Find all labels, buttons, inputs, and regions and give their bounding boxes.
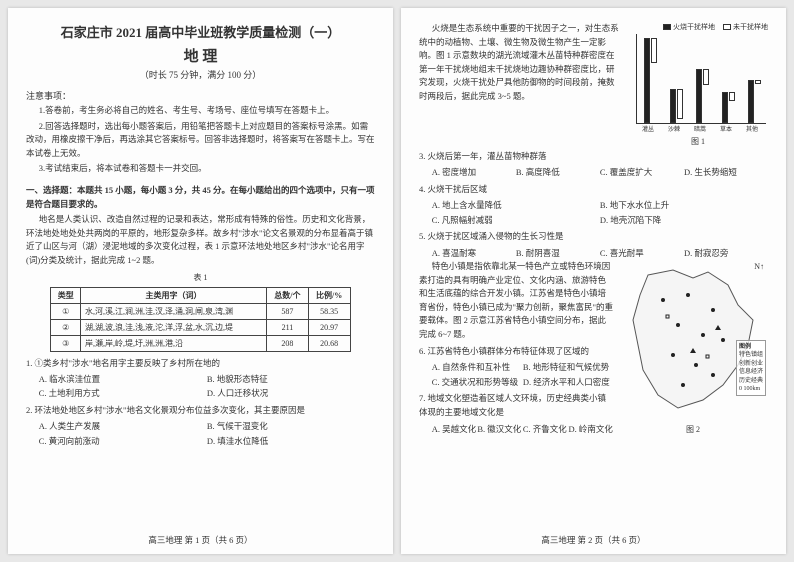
subject-title: 地 理 <box>26 45 375 66</box>
q7-options: A. 吴越文化 B. 徽汉文化 C. 齐鲁文化 D. 岭南文化 <box>419 422 614 436</box>
q1-opt-d: D. 人口迁移状况 <box>207 386 375 400</box>
page-1: 石家庄市 2021 届高中毕业班教学质量检测（一） 地 理 （时长 75 分钟，… <box>8 8 393 554</box>
q1-stem: 1. ①类乡村"涉水"地名用字主要反映了乡村所在地的 <box>26 356 375 370</box>
q6-opt-a: A. 自然条件和互补性 <box>432 360 523 374</box>
q2-options: A. 人类生产发展 B. 气候干湿变化 C. 黄河向前涨动 D. 填洼水位降低 <box>26 419 375 448</box>
q5-opt-a: A. 喜温耐寒 <box>432 246 516 260</box>
q6-opt-d: D. 经济水平和人口密度 <box>523 375 614 389</box>
q4-opt-b: B. 地下水水位上升 <box>600 198 768 212</box>
notice-item-2: 2.回答选择题时，选出每小题答案后，用铅笔把答题卡上对应题目的答案标号涂黑。如需… <box>26 120 375 161</box>
notice-head: 注意事项： <box>26 89 375 102</box>
q4-opt-c: C. 凡照幅射减弱 <box>432 213 600 227</box>
q1-opt-b: B. 地貌形态特征 <box>207 372 375 386</box>
legend-fire-label: 火烧干扰样地 <box>673 22 715 32</box>
table-1: 类型 主类用字（词） 总数/个 比例/% ① 水,河,溪,江,涧,洲,洼,汊,泽… <box>50 287 350 352</box>
q3-stem: 3. 火烧后第一年，灌丛苗物种群落 <box>419 149 768 163</box>
map-legend: 图例 特色镇组 创新创业 信息经济 历史经典 0 100km <box>736 340 766 396</box>
q5-opt-d: D. 耐寂忍旁 <box>684 246 768 260</box>
q5-opt-c: C. 喜光耐旱 <box>600 246 684 260</box>
section1-head: 一、选择题：本题共 15 小题，每小题 3 分，共 45 分。在每小题给出的四个… <box>26 184 375 211</box>
map-legend-3: 信息经济 <box>739 368 763 376</box>
th-pct: 比例/% <box>308 287 350 303</box>
chart-legend: 火烧干扰样地 未干扰样地 <box>628 22 768 32</box>
map-legend-1: 特色镇组 <box>739 351 763 359</box>
timing-info: （时长 75 分钟，满分 100 分） <box>26 68 375 81</box>
map-legend-4: 历史经典 <box>739 377 763 385</box>
table-row: ② 湖,湖,波,浪,洼,浅,液,沱,洋,浮,盆,水,沉,边,堤 211 20.9… <box>51 319 350 335</box>
q4-options: A. 地上含水量降低 B. 地下水水位上升 C. 凡照幅射减弱 D. 地壳沉陷下… <box>419 198 768 227</box>
page-2: 火烧干扰样地 未干扰样地 灌丛沙棘暗蒿草本其他 图 1 火烧是生态系统中重要的干… <box>401 8 786 554</box>
q7-opt-d: D. 岭南文化 <box>568 422 614 436</box>
q2-opt-b: B. 气候干湿变化 <box>207 419 375 433</box>
legend-nofire: 未干扰样地 <box>723 22 768 32</box>
table1-caption: 表 1 <box>26 272 375 283</box>
q7-opt-c: C. 齐鲁文化 <box>523 422 569 436</box>
th-type: 类型 <box>51 287 81 303</box>
q3-opt-c: C. 覆盖度扩大 <box>600 165 684 179</box>
q2-opt-c: C. 黄河向前涨动 <box>39 434 207 448</box>
q5-stem: 5. 火烧于扰区域涌入侵物的生长习性是 <box>419 229 768 243</box>
legend-nofire-label: 未干扰样地 <box>733 22 768 32</box>
q7-opt-a: A. 吴越文化 <box>432 422 478 436</box>
q6-opt-c: C. 交通状况和形势等级 <box>432 375 523 389</box>
q4-opt-a: A. 地上含水量降低 <box>432 198 600 212</box>
exam-title: 石家庄市 2021 届高中毕业班教学质量检测（一） <box>26 22 375 41</box>
bar-chart: 灌丛沙棘暗蒿草本其他 <box>636 34 766 124</box>
q4-opt-d: D. 地壳沉陷下降 <box>600 213 768 227</box>
q4-stem: 4. 火烧干扰后区域 <box>419 182 768 196</box>
chart-1: 火烧干扰样地 未干扰样地 灌丛沙棘暗蒿草本其他 图 1 <box>628 22 768 147</box>
q1-opt-a: A. 临水滨洼位置 <box>39 372 207 386</box>
q2-stem: 2. 环法地处地区乡村"涉水"地名文化景观分布位益多次变化，其主要原因是 <box>26 403 375 417</box>
notice-item-1: 1.答卷前，考生务必将自己的姓名、考生号、考场号、座位号填写在答题卡上。 <box>26 104 375 118</box>
footer-1: 高三地理 第 1 页（共 6 页） <box>8 534 393 546</box>
map-caption: 图 2 <box>618 424 768 435</box>
table-row: ① 水,河,溪,江,涧,洲,洼,汊,泽,涌,洞,闸,泉,湾,渊 587 58.3… <box>51 303 350 319</box>
compass-icon: N↑ <box>754 262 764 271</box>
passage-1: 地名是人类认识、改造自然过程的记录和表达，常形成有特殊的俗性。历史和文化背景，环… <box>26 213 375 267</box>
q6-opt-b: B. 地形特征和气候优势 <box>523 360 614 374</box>
q5-options: A. 喜温耐寒 B. 耐阴喜湿 C. 喜光耐旱 D. 耐寂忍旁 <box>419 246 768 260</box>
q3-options: A. 密度增加 B. 高度降低 C. 覆盖度扩大 D. 生长势缩短 <box>419 165 768 179</box>
table-row: ③ 岸,瀬,岸,岭,堤,圩,洲,洲,港,沿 208 20.68 <box>51 335 350 351</box>
q5-opt-b: B. 耐阴喜湿 <box>516 246 600 260</box>
q2-opt-d: D. 填洼水位降低 <box>207 434 375 448</box>
q2-opt-a: A. 人类生产发展 <box>39 419 207 433</box>
map-legend-2: 创新创业 <box>739 360 763 368</box>
chart-caption: 图 1 <box>628 136 768 147</box>
q3-opt-b: B. 高度降低 <box>516 165 600 179</box>
footer-2: 高三地理 第 2 页（共 6 页） <box>401 534 786 546</box>
q3-opt-d: D. 生长势缩短 <box>684 165 768 179</box>
swatch-nofire-icon <box>723 24 731 30</box>
th-count: 总数/个 <box>267 287 309 303</box>
q1-opt-c: C. 土地利用方式 <box>39 386 207 400</box>
q1-options: A. 临水滨洼位置 B. 地貌形态特征 C. 土地利用方式 D. 人口迁移状况 <box>26 372 375 401</box>
map-figure: N↑ 图例 特色镇组 创新创业 信息经济 历史经典 0 100km 图 2 <box>618 260 768 440</box>
notice-item-3: 3.考试结束后，将本试卷和答题卡一并交回。 <box>26 162 375 176</box>
map-scale: 0 100km <box>739 385 763 393</box>
legend-fire: 火烧干扰样地 <box>663 22 715 32</box>
q6-options: A. 自然条件和互补性 B. 地形特征和气候优势 C. 交通状况和形势等级 D.… <box>419 360 614 389</box>
swatch-fire-icon <box>663 24 671 30</box>
map-legend-head: 图例 <box>739 343 763 351</box>
q3-opt-a: A. 密度增加 <box>432 165 516 179</box>
q7-opt-b: B. 徽汉文化 <box>477 422 523 436</box>
th-words: 主类用字（词） <box>81 287 267 303</box>
